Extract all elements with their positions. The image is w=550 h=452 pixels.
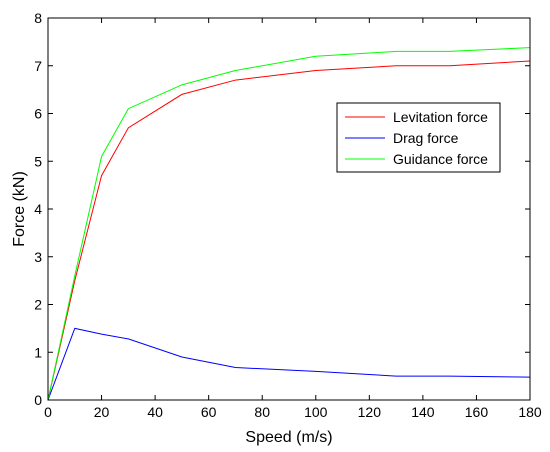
legend-label-drag: Drag force (393, 130, 459, 146)
plot-background (48, 18, 530, 400)
legend: Levitation force Drag force Guidance for… (336, 102, 501, 173)
x-tick-label: 40 (147, 404, 163, 420)
y-tick-label: 5 (34, 153, 42, 169)
x-tick-label: 100 (304, 404, 328, 420)
legend-label-levitation: Levitation force (393, 109, 488, 125)
series-line-levitation (47, 60, 531, 401)
x-tick-label: 180 (518, 404, 542, 420)
x-tick-label: 60 (201, 404, 217, 420)
series-layer (47, 47, 531, 401)
y-axis-label: Force (kN) (11, 171, 28, 247)
y-tick-label: 4 (34, 201, 42, 217)
y-tick-label: 3 (34, 249, 42, 265)
x-tick-label: 0 (44, 404, 52, 420)
y-tick-label: 2 (34, 297, 42, 313)
series-line-drag (47, 327, 531, 401)
y-tick-label: 8 (34, 10, 42, 26)
y-tick-label: 0 (34, 392, 42, 408)
x-tick-label: 120 (358, 404, 382, 420)
x-axis: 0 20 40 60 80 100 120 140 160 180 (44, 18, 542, 420)
y-tick-label: 7 (34, 58, 42, 74)
y-axis: 0 1 2 3 4 5 6 7 8 (34, 10, 530, 408)
x-axis-label: Speed (m/s) (245, 429, 332, 446)
y-tick-label: 1 (34, 344, 42, 360)
series-line-guidance (47, 47, 531, 401)
x-tick-label: 20 (94, 404, 110, 420)
x-tick-label: 140 (411, 404, 435, 420)
y-tick-label: 6 (34, 106, 42, 122)
legend-label-guidance: Guidance force (393, 151, 488, 167)
x-tick-label: 160 (465, 404, 489, 420)
x-tick-label: 80 (254, 404, 270, 420)
